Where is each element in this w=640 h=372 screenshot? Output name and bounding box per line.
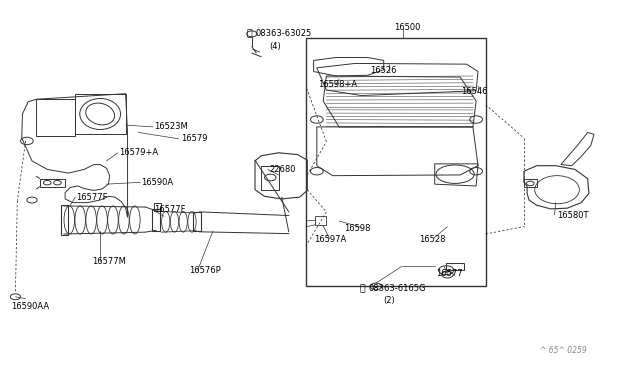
Text: 08363-63025: 08363-63025 — [255, 29, 312, 38]
Text: (2): (2) — [384, 296, 396, 305]
Text: ^ 65^ 0259: ^ 65^ 0259 — [540, 346, 587, 355]
Bar — [40, 179, 65, 187]
Text: (4): (4) — [269, 42, 281, 51]
Text: 16580T: 16580T — [557, 211, 589, 220]
Bar — [152, 209, 160, 231]
Bar — [446, 263, 464, 270]
Text: 16576P: 16576P — [189, 266, 221, 275]
Text: 16577M: 16577M — [93, 257, 126, 266]
Text: 16590AA: 16590AA — [11, 302, 49, 311]
Bar — [524, 179, 537, 187]
Text: 16546: 16546 — [461, 87, 488, 96]
Text: 08363-6165G: 08363-6165G — [369, 284, 426, 293]
Text: 16598: 16598 — [344, 224, 371, 233]
Text: 16500: 16500 — [394, 23, 420, 32]
Text: 16590A: 16590A — [141, 178, 173, 187]
Text: 16523M: 16523M — [154, 122, 188, 131]
Text: 16528: 16528 — [419, 235, 445, 244]
Bar — [61, 205, 68, 235]
Bar — [306, 38, 486, 286]
Bar — [193, 212, 201, 231]
Bar — [154, 203, 161, 211]
Bar — [261, 166, 279, 190]
Text: 16598+A: 16598+A — [318, 80, 357, 89]
Text: Ⓢ: Ⓢ — [246, 29, 252, 38]
Text: 16579: 16579 — [181, 134, 207, 143]
Text: Ⓢ: Ⓢ — [360, 284, 365, 293]
Text: 16579+A: 16579+A — [119, 148, 158, 157]
Text: 16577: 16577 — [436, 269, 463, 278]
Text: 16577F: 16577F — [77, 193, 108, 202]
Text: 16597A: 16597A — [314, 235, 346, 244]
Text: 22680: 22680 — [269, 165, 296, 174]
Text: 16577F: 16577F — [154, 205, 186, 215]
Text: 16526: 16526 — [370, 66, 396, 75]
